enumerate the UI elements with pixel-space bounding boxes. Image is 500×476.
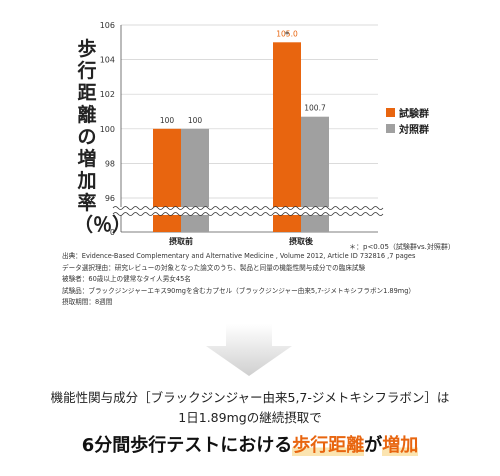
x-tick-label: 摂取後 [289,236,314,246]
callout-highlight: 増加 [382,435,419,456]
callout-line-1: 機能性関与成分［ブラックジンジャー由来5,7-ジメトキシフラボン］は [50,390,450,405]
source-line: 摂取期間：8週間 [62,298,113,307]
y-tick-label: 106 [100,21,115,30]
y-tick-label: 104 [100,56,115,65]
chart-bars [153,42,329,232]
axis-break-line [112,212,384,216]
source-line: 被験者：60歳以上の健常なタイ人男女45名 [62,275,191,284]
data-label: 105.0 [276,29,298,38]
significance-marker: * [285,30,290,40]
bar [153,128,181,232]
legend-label-control: 対照群 [399,124,429,136]
down-arrow-icon [206,324,292,376]
callout-highlight: 歩行距離 [292,435,365,456]
y-tick-label: 100 [100,125,115,134]
chart-legend: 試験群 対照群 [386,104,429,136]
source-line: データ選択理由：研究レビューの対象となった論文のうち、製品と同量の機能性関与成分… [62,263,366,272]
y-tick-label: 98 [105,159,115,168]
source-line: 出典：Evidence-Based Complementary and Alte… [62,252,416,260]
legend-label-test: 試験群 [399,108,429,120]
y-tick-label: 102 [100,90,115,99]
callout-line-2: 1日1.89mgの継続摂取で [178,410,322,425]
callout-text: が [364,435,383,456]
conclusion-callout: 機能性関与成分［ブラックジンジャー由来5,7-ジメトキシフラボン］は 1日1.8… [0,380,500,460]
bar [273,42,301,232]
y-axis-label: 歩行距離の増加率（％） [74,38,132,236]
data-label: 100 [188,116,203,125]
legend-swatch-test [386,107,395,117]
callout-text: 6分間歩行テストにおける [81,435,293,456]
source-block: 出典：Evidence-Based Complementary and Alte… [62,251,415,309]
legend-swatch-control [386,123,395,133]
bar [181,128,209,232]
data-label: 100.7 [304,104,326,113]
axis-break-band [113,207,382,215]
x-tick-label: 摂取前 [169,236,193,246]
data-label: 100 [160,116,175,125]
y-tick-label: 96 [105,194,115,203]
legend-item-test: 試験群 [386,104,429,120]
y-tick-label: 0 [110,228,115,237]
significance-note: ＊：p<0.05（試験群vs.対照群） [349,243,455,251]
legend-item-control: 対照群 [386,120,429,136]
chart-axes: 96 98 100 102 104 106 0 [100,21,378,237]
bar-chart: 96 98 100 102 104 106 0 100 100 摂取前 105.0 100.7 摂取後… [100,21,384,246]
axis-break-line [112,206,384,210]
callout-line-3: 6分間歩行テストにおける歩行距離が増加 [0,432,500,460]
chart-labels: 100 100 摂取前 105.0 100.7 摂取後 * [112,29,384,246]
source-line: 試験品：ブラックジンジャーエキス90mgを含むカプセル（ブラックジンジャー由来5… [62,286,416,295]
